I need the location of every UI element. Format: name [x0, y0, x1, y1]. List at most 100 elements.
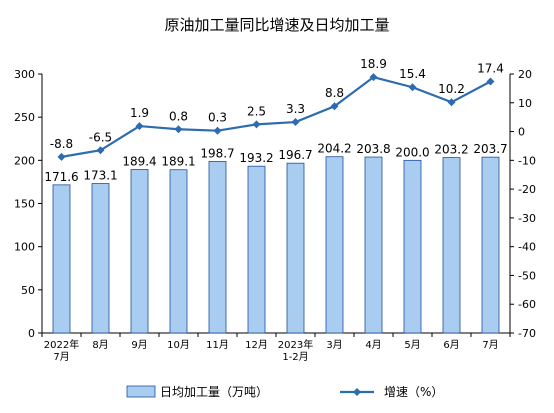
bar-value-label: 189.4 — [122, 154, 156, 168]
chart-title: 原油加工量同比增速及日均加工量 — [164, 16, 389, 34]
line-value-label: 18.9 — [360, 57, 387, 71]
x-tick-label: 5月 — [404, 339, 420, 351]
line-value-label: 0.8 — [169, 109, 188, 123]
legend-bar-label: 日均加工量（万吨） — [160, 385, 268, 399]
x-tick-label-line: 11月 — [206, 339, 229, 351]
axes: 050100150200250300-70-60-50-40-30-20-100… — [14, 68, 536, 363]
right-tick-label: -20 — [518, 183, 536, 196]
right-tick-label: -60 — [518, 298, 536, 311]
line-point — [57, 152, 66, 161]
line-point — [291, 118, 300, 127]
line-value-label: -6.5 — [89, 130, 112, 144]
legend-line-label: 增速（%） — [384, 385, 443, 399]
x-tick-label: 2023年 1-2月 — [278, 338, 313, 363]
x-tick-label-line: 7月 — [53, 351, 69, 363]
bar — [364, 156, 383, 334]
legend-bar-swatch — [126, 385, 156, 398]
line-value-label: 3.3 — [286, 102, 305, 116]
left-tick-label: 200 — [14, 154, 35, 167]
bar — [91, 183, 110, 334]
line-point — [252, 120, 261, 129]
x-tick-label-line: 9月 — [131, 339, 147, 351]
x-tick-label-line: 4月 — [365, 339, 381, 351]
line-point — [330, 102, 339, 111]
bar — [52, 184, 71, 334]
left-tick-label: 0 — [28, 327, 35, 340]
line-point — [408, 83, 417, 92]
left-tick-label: 150 — [14, 198, 35, 211]
right-tick-label: -40 — [518, 241, 536, 254]
left-tick-label: 250 — [14, 111, 35, 124]
x-tick-label-line: 1-2月 — [282, 351, 308, 363]
line-point — [96, 146, 105, 155]
bar — [325, 156, 344, 334]
bar — [169, 169, 188, 334]
left-tick-label: 100 — [14, 241, 35, 254]
x-tick-label-line: 2022年 — [44, 338, 79, 351]
bar-value-label: 193.2 — [239, 151, 273, 165]
bar — [403, 159, 422, 334]
line-value-label: 15.4 — [399, 67, 426, 81]
bar-value-label: 200.0 — [395, 145, 429, 159]
legend-line-marker — [353, 388, 361, 396]
bar-value-label: 171.6 — [44, 170, 78, 184]
x-tick-label: 6月 — [443, 339, 459, 351]
bar-value-label: 204.2 — [317, 142, 351, 156]
x-tick-label-line: 3月 — [326, 339, 342, 351]
x-tick-label-line: 6月 — [443, 339, 459, 351]
right-tick-label: 10 — [518, 97, 532, 110]
legend: 日均加工量（万吨） 增速（%） — [126, 385, 443, 399]
line-value-label: 2.5 — [247, 104, 266, 118]
bar-value-label: 203.8 — [356, 142, 390, 156]
line-point — [135, 122, 144, 131]
x-tick-label-line: 12月 — [245, 339, 268, 351]
bar — [481, 156, 500, 334]
line-value-label: 8.8 — [325, 86, 344, 100]
x-tick-label: 12月 — [245, 339, 268, 351]
bar-value-label: 196.7 — [278, 148, 312, 162]
left-tick-label: 50 — [21, 284, 35, 297]
right-tick-label: 0 — [518, 126, 525, 139]
bar-value-label: 203.7 — [473, 142, 507, 156]
x-tick-label-line: 10月 — [167, 339, 190, 351]
line-value-label: 17.4 — [477, 61, 504, 75]
line-point — [486, 77, 495, 86]
right-tick-label: -50 — [518, 269, 536, 282]
x-tick-label-line: 8月 — [92, 339, 108, 351]
line-point — [447, 98, 456, 107]
bar-value-label: 203.2 — [434, 143, 468, 157]
x-tick-label: 7月 — [482, 339, 498, 351]
bar — [130, 169, 149, 334]
line-value-label: 0.3 — [208, 111, 227, 125]
x-tick-label: 8月 — [92, 339, 108, 351]
right-tick-label: -30 — [518, 212, 536, 225]
line-point — [369, 73, 378, 82]
x-tick-label: 2022年 7月 — [44, 338, 79, 363]
x-tick-label-line: 5月 — [404, 339, 420, 351]
x-tick-label-line: 2023年 — [278, 338, 313, 351]
line-value-label: -8.8 — [50, 137, 73, 151]
x-tick-label: 3月 — [326, 339, 342, 351]
line-point — [213, 126, 222, 135]
right-tick-label: -10 — [518, 154, 536, 167]
bar-value-label: 189.1 — [161, 155, 195, 169]
x-tick-label: 4月 — [365, 339, 381, 351]
bar-value-label: 198.7 — [200, 146, 234, 160]
bar — [442, 157, 461, 334]
bar — [247, 165, 266, 334]
line-value-label: 10.2 — [438, 82, 465, 96]
line-value-label: 1.9 — [130, 106, 149, 120]
left-tick-label: 300 — [14, 68, 35, 81]
x-tick-label: 10月 — [167, 339, 190, 351]
line-path — [61, 75, 492, 158]
bar-series: 171.6 173.1 189.4 189.1 198.7 193.2 196.7 204.2… — [44, 142, 508, 334]
line-series: -8.8 -6.5 1.9 0.8 0.3 2.5 3.3 8.8 18.9 15.4 10.2 17… — [50, 57, 504, 161]
right-tick-label: 20 — [518, 68, 532, 81]
bar-value-label: 173.1 — [83, 169, 117, 183]
x-tick-label: 11月 — [206, 339, 229, 351]
right-tick-label: -70 — [518, 327, 536, 340]
bar — [208, 161, 227, 334]
x-tick-label-line: 7月 — [482, 339, 498, 351]
line-point — [174, 125, 183, 134]
